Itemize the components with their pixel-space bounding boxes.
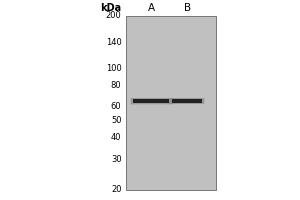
Text: 40: 40 <box>111 133 122 142</box>
Text: 100: 100 <box>106 64 122 73</box>
Text: 140: 140 <box>106 38 122 47</box>
Bar <box>130 98 172 105</box>
Text: 50: 50 <box>111 116 122 125</box>
Text: 30: 30 <box>111 155 122 164</box>
Bar <box>169 98 205 104</box>
Bar <box>133 99 169 103</box>
Text: 200: 200 <box>106 11 122 21</box>
Bar <box>172 99 202 103</box>
Text: kDa: kDa <box>100 3 122 13</box>
Bar <box>126 16 216 190</box>
Text: A: A <box>148 3 155 13</box>
Text: 60: 60 <box>111 102 122 111</box>
Text: B: B <box>184 3 191 13</box>
Bar <box>171 98 204 104</box>
Bar <box>131 98 171 104</box>
Text: 80: 80 <box>111 81 122 90</box>
Text: 20: 20 <box>111 186 122 194</box>
